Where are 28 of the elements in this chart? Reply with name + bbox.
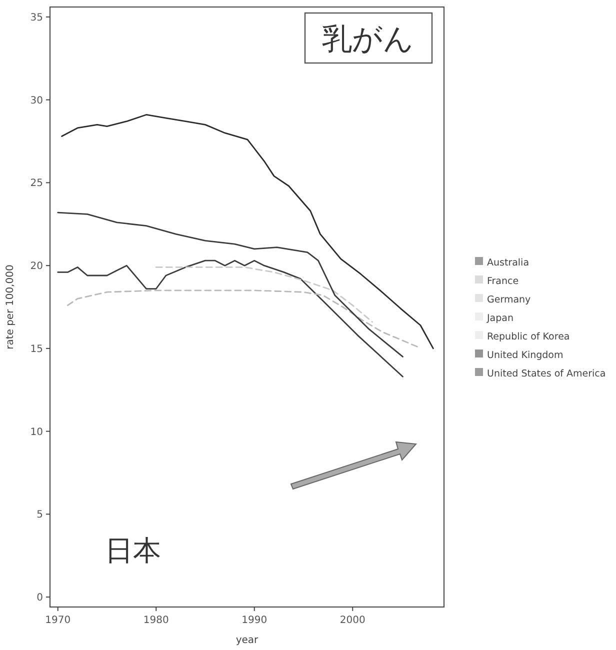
y-tick-label: 35: [30, 12, 43, 24]
x-tick-label: 1990: [242, 615, 268, 626]
legend-label: Germany: [487, 294, 532, 306]
y-tick-label: 15: [30, 344, 43, 355]
y-axis-title: rate per 100,000: [5, 264, 16, 350]
x-tick-label: 1970: [45, 615, 71, 626]
y-tick-label: 20: [30, 261, 43, 272]
legend-label: United Kingdom: [487, 350, 564, 361]
y-tick-label: 10: [30, 426, 43, 438]
y-tick-label: 25: [30, 178, 43, 190]
line-series: [61, 114, 434, 350]
line-series: [155, 266, 373, 323]
line-series: [57, 212, 404, 358]
legend-label: Australia: [487, 257, 530, 268]
y-tick-label: 0: [36, 592, 43, 604]
line-series: [57, 260, 404, 378]
legend-label: France: [487, 276, 519, 287]
legend-label: Japan: [486, 312, 514, 324]
annotation: 乳がん: [322, 22, 414, 57]
y-tick-label: 5: [36, 510, 43, 521]
legend-label: Republic of Korea: [487, 331, 570, 342]
x-tick-label: 2000: [340, 615, 366, 626]
annotation: 日本: [105, 534, 161, 567]
x-axis-title: year: [236, 635, 260, 646]
y-tick-label: 30: [30, 95, 43, 106]
legend-label: United States of America: [487, 368, 606, 380]
line-series: [66, 290, 418, 348]
x-tick-label: 1980: [143, 615, 169, 626]
